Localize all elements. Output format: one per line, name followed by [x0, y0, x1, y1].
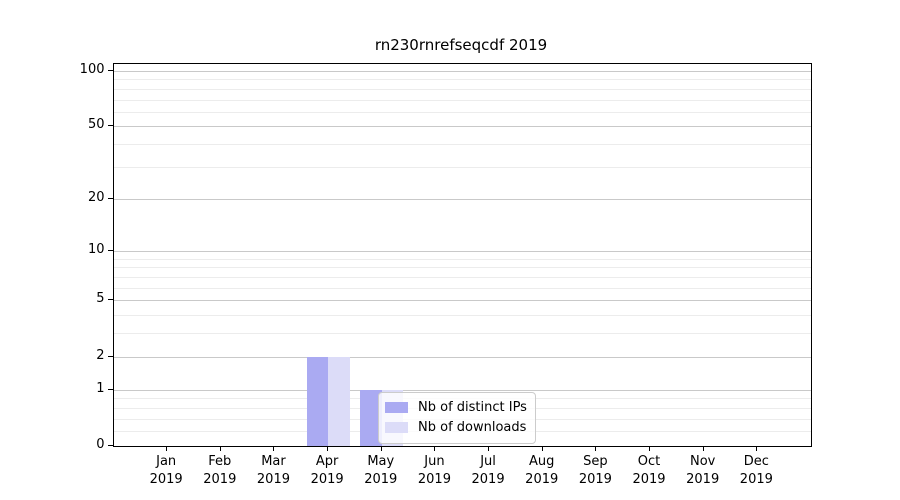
- x-tick-label: Nov 2019: [671, 453, 735, 489]
- legend-label: Nb of downloads: [418, 420, 527, 435]
- x-tick: [219, 446, 221, 451]
- gridline-minor: [113, 287, 811, 289]
- x-tick-year: 2019: [686, 472, 720, 487]
- x-tick-year: 2019: [417, 472, 451, 487]
- gridline-minor: [113, 333, 811, 335]
- x-tick-month: Jul: [480, 454, 496, 469]
- x-tick-year: 2019: [578, 472, 612, 487]
- gridline-minor: [113, 166, 811, 168]
- gridline-minor: [113, 79, 811, 81]
- x-tick-year: 2019: [525, 472, 559, 487]
- y-tick: [107, 69, 113, 71]
- x-tick-label: Aug 2019: [510, 453, 574, 489]
- y-tick-label: 100: [79, 61, 105, 77]
- x-tick-label: Sep 2019: [563, 453, 627, 489]
- chart-title: rn230rnrefseqcdf 2019: [374, 36, 548, 54]
- x-tick-month: Jan: [156, 454, 177, 469]
- x-tick-month: May: [367, 454, 395, 469]
- gridline-major: [113, 251, 811, 253]
- gridline-minor: [113, 99, 811, 101]
- gridline-major: [113, 300, 811, 302]
- gridline-minor: [113, 267, 811, 269]
- gridline-minor: [113, 277, 811, 278]
- y-tick-label: 0: [96, 437, 105, 452]
- y-tick: [107, 355, 113, 357]
- gridline-major: [113, 70, 811, 72]
- bar-nb-of-distinct-ips: [306, 356, 329, 446]
- x-tick-year: 2019: [310, 472, 344, 487]
- x-tick-month: Oct: [637, 454, 661, 469]
- x-tick-year: 2019: [149, 472, 183, 487]
- y-tick: [107, 125, 113, 127]
- legend-item: Nb of downloads: [385, 418, 527, 438]
- y-tick-label: 50: [87, 117, 105, 133]
- y-tick-label: 5: [96, 291, 105, 307]
- plot-area: [112, 63, 812, 447]
- x-tick-month: Feb: [208, 454, 232, 469]
- x-tick-month: Aug: [529, 454, 555, 469]
- x-tick-label: Feb 2019: [188, 453, 252, 489]
- x-tick: [434, 446, 436, 451]
- gridline-minor: [113, 144, 811, 146]
- gridline-minor: [113, 111, 811, 113]
- x-tick-year: 2019: [739, 472, 773, 487]
- y-tick: [107, 197, 113, 199]
- x-tick-label: Apr 2019: [295, 453, 359, 489]
- bar-nb-of-distinct-ips: [360, 389, 382, 446]
- gridline-minor: [113, 258, 811, 260]
- x-tick-label: Dec 2019: [724, 453, 788, 489]
- gridline-major: [113, 389, 811, 391]
- x-tick: [595, 446, 597, 451]
- x-tick-year: 2019: [471, 472, 505, 487]
- x-tick-year: 2019: [364, 472, 398, 487]
- y-tick: [107, 250, 113, 252]
- legend-item: Nb of distinct IPs: [385, 398, 527, 418]
- x-tick-month: Mar: [261, 454, 286, 469]
- x-tick: [327, 446, 329, 451]
- x-tick: [541, 446, 543, 451]
- x-tick: [488, 446, 490, 451]
- x-tick-year: 2019: [256, 472, 290, 487]
- y-tick-label: 1: [96, 380, 105, 396]
- legend-swatch-nb-of-distinct-ips: [385, 402, 408, 413]
- y-tick-label: 2: [96, 347, 105, 363]
- x-tick-month: Apr: [315, 454, 339, 469]
- x-tick-label: Jul 2019: [456, 453, 520, 489]
- x-tick: [166, 446, 168, 451]
- gridline-minor: [113, 88, 811, 90]
- x-tick-label: May 2019: [349, 453, 413, 489]
- x-tick: [649, 446, 651, 451]
- x-tick-year: 2019: [203, 472, 237, 487]
- x-tick-year: 2019: [632, 472, 666, 487]
- x-tick-label: Jan 2019: [134, 453, 198, 489]
- x-tick: [702, 446, 704, 451]
- x-tick: [273, 446, 275, 451]
- x-tick: [380, 446, 382, 451]
- x-tick-month: Dec: [743, 454, 769, 469]
- x-tick-month: Nov: [690, 454, 716, 469]
- y-tick: [107, 299, 113, 301]
- x-tick: [756, 446, 758, 451]
- legend-label: Nb of distinct IPs: [418, 400, 527, 415]
- x-tick-label: Oct 2019: [617, 453, 681, 489]
- legend-swatch-nb-of-downloads: [385, 422, 408, 433]
- gridline-minor: [113, 315, 811, 317]
- y-tick: [107, 388, 113, 390]
- gridline-major: [113, 126, 811, 128]
- y-tick-label: 10: [87, 242, 105, 258]
- y-tick: [107, 445, 113, 446]
- x-tick-month: Jun: [424, 454, 445, 469]
- legend: Nb of distinct IPs Nb of downloads: [378, 391, 536, 444]
- x-tick-label: Jun 2019: [402, 453, 466, 489]
- x-tick-month: Sep: [583, 454, 608, 469]
- gridline-major: [113, 356, 811, 358]
- bar-nb-of-downloads: [328, 356, 350, 446]
- gridline-major: [113, 198, 811, 200]
- y-tick-label: 20: [87, 189, 105, 205]
- x-tick-label: Mar 2019: [241, 453, 305, 489]
